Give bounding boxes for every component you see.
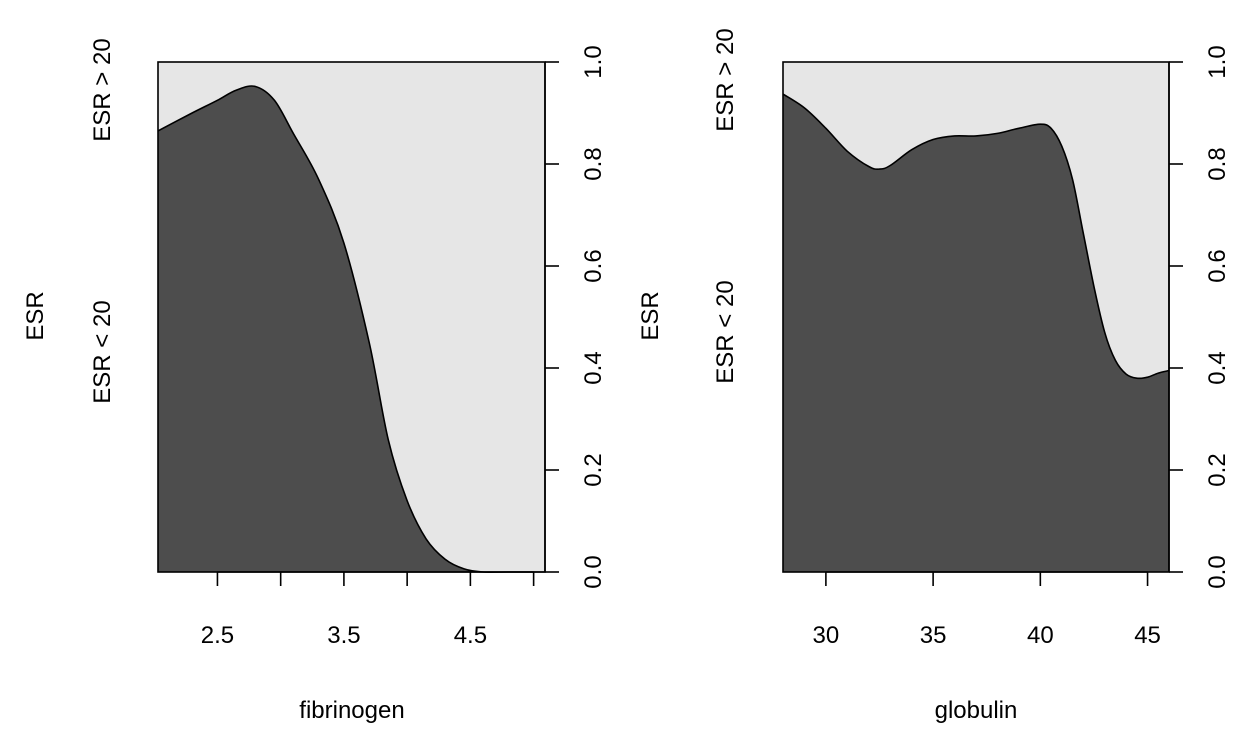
fibrinogen-right-y-axis: 0.0 0.2 0.4 0.6 0.8 1.0 bbox=[544, 45, 607, 589]
globulin-x-axis-label: globulin bbox=[935, 697, 1018, 724]
globulin-y-tick-label: 0.2 bbox=[1204, 453, 1231, 486]
fibrinogen-x-axis: 2.5 3.5 4.5 bbox=[201, 571, 535, 649]
fibrinogen-y-tick-label: 0.8 bbox=[580, 147, 607, 180]
fibrinogen-y-tick-label: 0.0 bbox=[580, 555, 607, 588]
globulin-x-tick-label: 30 bbox=[813, 622, 840, 649]
globulin-areas bbox=[782, 61, 1170, 573]
fibrinogen-y-tick-label: 1.0 bbox=[580, 45, 607, 78]
fibrinogen-y-tick-label: 0.4 bbox=[580, 351, 607, 384]
globulin-y-tick-label: 1.0 bbox=[1204, 45, 1231, 78]
fibrinogen-category-label-lower: ESR < 20 bbox=[89, 300, 116, 403]
fibrinogen-areas bbox=[157, 61, 546, 574]
globulin-right-y-axis: 0.0 0.2 0.4 0.6 0.8 1.0 bbox=[1168, 45, 1231, 589]
globulin-density-boundary bbox=[782, 93, 1170, 380]
fibrinogen-y-tick-label: 0.6 bbox=[580, 249, 607, 282]
globulin-panel: 30 35 40 45 0.0 0.2 0.4 0.6 0.8 1.0 globulin ESR… bbox=[637, 28, 1231, 724]
fibrinogen-y-axis-label: ESR bbox=[22, 291, 49, 340]
globulin-category-label-lower: ESR < 20 bbox=[712, 280, 739, 383]
fibrinogen-density-boundary bbox=[157, 85, 545, 574]
fibrinogen-panel: 2.5 3.5 4.5 0.00.20.40.60.81.0 fibrinogen … bbox=[22, 38, 607, 724]
fibrinogen-x-axis-label: fibrinogen bbox=[299, 697, 404, 724]
globulin-x-axis: 30 35 40 45 bbox=[813, 571, 1161, 649]
globulin-x-tick-label: 45 bbox=[1134, 622, 1161, 649]
globulin-y-tick-label: 0.4 bbox=[1204, 351, 1231, 384]
globulin-x-tick-label: 35 bbox=[920, 622, 947, 649]
globulin-x-tick-label: 40 bbox=[1027, 622, 1054, 649]
fibrinogen-x-tick-label: 3.5 bbox=[327, 622, 360, 649]
fibrinogen-y-tick-label: 0.2 bbox=[580, 453, 607, 486]
fibrinogen-category-label-upper: ESR > 20 bbox=[89, 38, 116, 141]
globulin-y-tick-label: 0.8 bbox=[1204, 147, 1231, 180]
fibrinogen-x-tick-label: 2.5 bbox=[201, 622, 234, 649]
fibrinogen-x-tick-label: 4.5 bbox=[454, 622, 487, 649]
globulin-category-label-upper: ESR > 20 bbox=[712, 28, 739, 131]
fibrinogen-lower-region bbox=[158, 86, 545, 573]
globulin-y-axis-label: ESR bbox=[637, 291, 664, 340]
globulin-lower-region bbox=[783, 94, 1169, 572]
globulin-y-tick-label: 0.6 bbox=[1204, 249, 1231, 282]
globulin-y-tick-label: 0.0 bbox=[1204, 555, 1231, 588]
